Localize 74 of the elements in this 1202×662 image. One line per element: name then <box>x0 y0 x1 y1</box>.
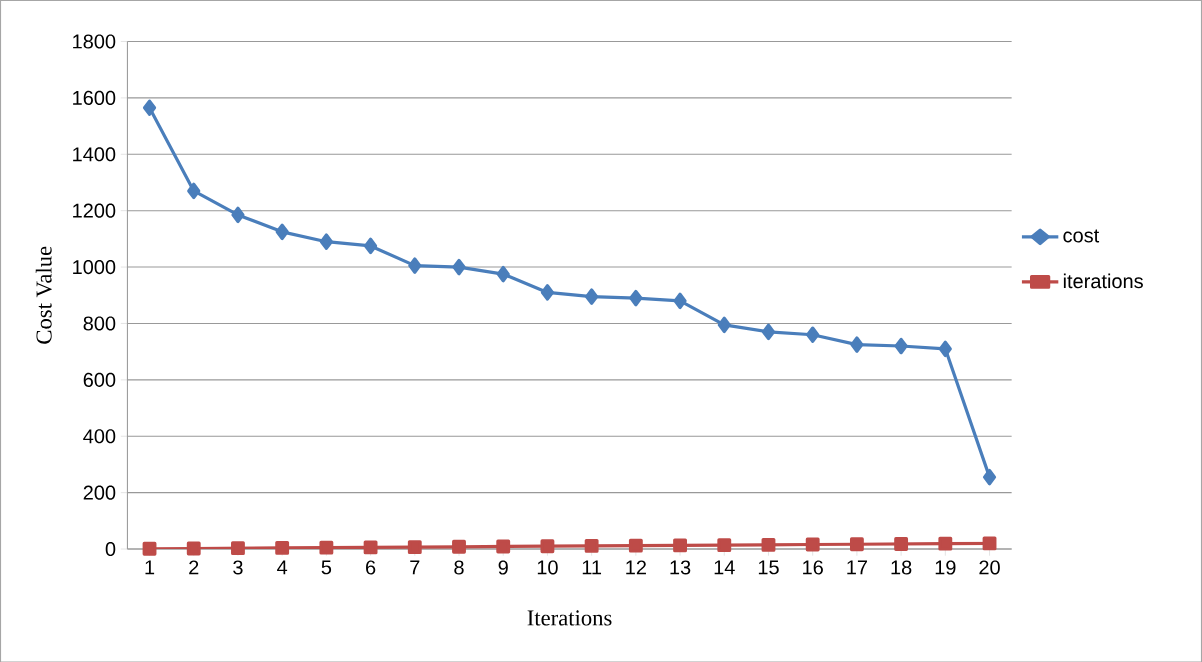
point <box>408 257 422 274</box>
y-tick-label: 200 <box>83 485 116 500</box>
point <box>407 539 422 554</box>
point <box>319 233 333 250</box>
x-tick-label: 4 <box>277 560 288 574</box>
x-tick-label: 1 <box>145 560 155 574</box>
point <box>761 323 776 340</box>
point <box>717 537 732 552</box>
legend-label: cost <box>1063 229 1100 243</box>
point <box>275 540 290 555</box>
point <box>363 540 378 555</box>
point <box>982 468 997 486</box>
point <box>363 237 378 254</box>
point <box>629 289 643 307</box>
point <box>452 539 466 554</box>
point <box>938 536 953 551</box>
y-axis-title: Cost Value <box>35 246 52 344</box>
point <box>982 536 997 551</box>
y-tick-label: 1800 <box>73 34 116 49</box>
x-tick-label: 12 <box>626 560 646 575</box>
point <box>894 536 909 551</box>
x-tick-label: 7 <box>410 560 420 574</box>
point <box>673 538 687 553</box>
x-tick-label: 11 <box>582 560 602 574</box>
point <box>805 537 820 552</box>
point <box>452 258 466 276</box>
point <box>275 223 289 240</box>
point <box>319 540 334 555</box>
x-tick-label: 8 <box>454 560 464 575</box>
x-tick-label: 15 <box>758 560 779 575</box>
point <box>187 182 201 199</box>
x-tick-label: 6 <box>366 560 376 575</box>
legend-label: iterations <box>1063 273 1143 289</box>
point <box>717 316 731 333</box>
point <box>628 538 643 553</box>
x-tick-label: 16 <box>803 560 823 575</box>
y-tick-label: 0 <box>105 541 116 556</box>
x-tick-label: 20 <box>979 560 1000 575</box>
x-tick-label: 10 <box>537 560 558 575</box>
point <box>231 541 245 555</box>
point <box>585 288 599 305</box>
point <box>938 340 952 357</box>
x-tick-label: 13 <box>670 560 691 575</box>
x-tick-label: 14 <box>714 560 735 574</box>
x-tick-label: 5 <box>321 560 332 575</box>
x-tick-label: 9 <box>498 560 508 575</box>
y-tick-label: 1000 <box>73 259 116 274</box>
point <box>186 541 201 556</box>
point <box>540 283 555 301</box>
x-tick-label: 3 <box>233 560 243 575</box>
x-tick-label: 17 <box>847 560 868 574</box>
y-tick-label: 1400 <box>73 146 116 162</box>
x-tick-label: 18 <box>891 560 912 575</box>
y-tick-label: 1600 <box>73 90 116 105</box>
point <box>584 538 599 553</box>
point <box>761 537 776 552</box>
y-tick-label: 1200 <box>73 203 116 218</box>
point <box>496 539 511 554</box>
point <box>142 541 157 556</box>
x-axis-title: Iterations <box>527 610 612 626</box>
point <box>849 537 864 551</box>
point <box>540 539 555 553</box>
point <box>894 337 908 355</box>
point <box>142 99 157 116</box>
point <box>673 292 687 309</box>
point <box>231 206 245 223</box>
y-tick-label: 800 <box>83 316 116 331</box>
point <box>496 265 510 283</box>
x-tick-label: 2 <box>189 560 199 575</box>
point <box>850 336 864 353</box>
x-tick-label: 19 <box>935 560 956 575</box>
y-tick-label: 400 <box>83 428 116 444</box>
point <box>806 326 820 343</box>
y-tick-label: 600 <box>83 372 116 387</box>
